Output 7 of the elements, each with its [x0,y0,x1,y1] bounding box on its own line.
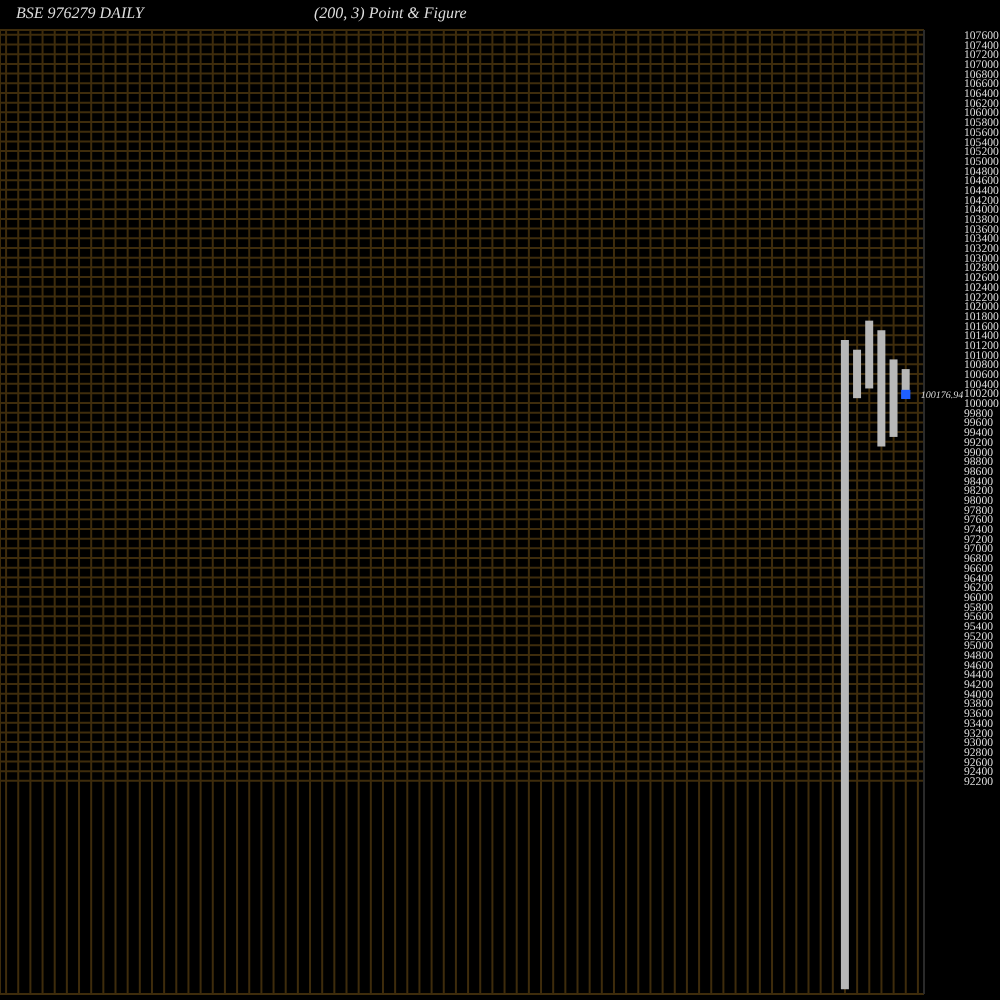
chart-title: BSE 976279 DAILY [16,4,144,24]
chart-subtitle: (200, 3) Point & Figure [314,4,467,24]
bar [853,349,862,399]
bar [865,320,874,389]
bar [889,359,898,437]
bar [840,340,849,990]
bar [877,330,886,447]
